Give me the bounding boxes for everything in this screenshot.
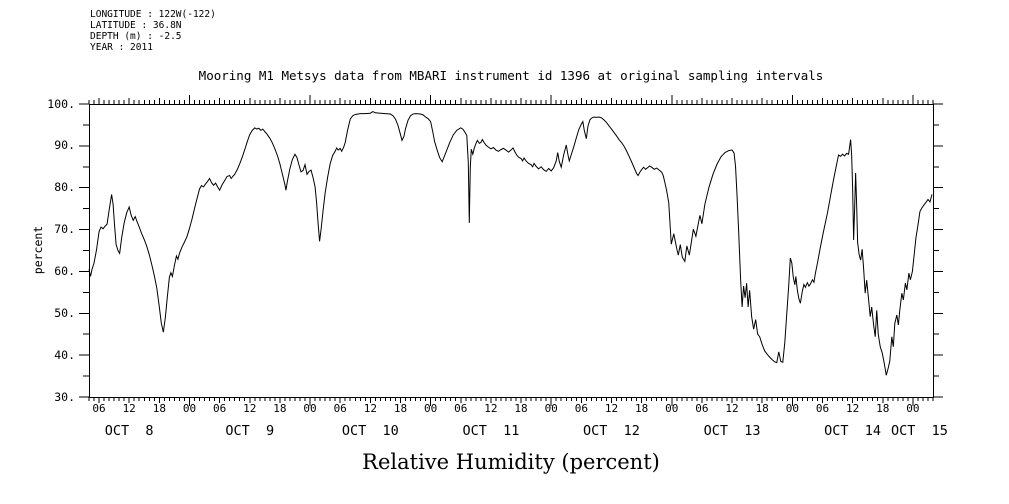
x-hour-label: 06: [574, 402, 588, 415]
meta-longitude: LONGITUDE : 122W(-122): [90, 9, 216, 20]
x-date-label: OCT 14: [824, 423, 882, 439]
y-tick-label: 90.: [54, 138, 75, 153]
x-date-label: OCT 13: [703, 423, 761, 439]
chart-title: Mooring M1 Metsys data from MBARI instru…: [198, 68, 824, 83]
meta-year: YEAR : 2011: [90, 42, 153, 53]
x-hour-label: 12: [363, 402, 377, 415]
y-tick-label: 80.: [54, 180, 75, 195]
y-tick-label: 40.: [54, 347, 75, 362]
x-date-label: OCT 12: [583, 423, 640, 439]
plot-border: [89, 104, 934, 398]
x-hour-label: 06: [212, 402, 227, 415]
x-date-label: OCT 11: [462, 423, 520, 439]
x-hour-label: 12: [484, 402, 498, 415]
x-hour-label: 18: [514, 402, 528, 415]
y-tick-label: 50.: [54, 305, 75, 320]
meta-latitude: LATITUDE : 36.8N: [90, 20, 182, 31]
x-hour-label: 12: [243, 402, 257, 415]
x-hour-label: 18: [876, 402, 890, 415]
x-hour-label: 12: [725, 402, 739, 415]
x-hour-label: 06: [815, 402, 830, 415]
x-hour-label: 12: [122, 402, 136, 415]
meta-depth: DEPTH (m) : -2.5: [90, 31, 182, 42]
x-date-label: OCT 10: [341, 423, 399, 439]
x-hour-label: 18: [273, 402, 287, 415]
x-hour-label: 00: [303, 402, 317, 415]
axis-ticks: [79, 95, 943, 406]
x-hour-label: 06: [454, 402, 468, 415]
x-date-label: OCT 15: [890, 423, 948, 439]
x-hour-label: 18: [393, 402, 408, 415]
x-hour-label: 00: [665, 402, 679, 415]
x-hour-label: 00: [544, 402, 558, 415]
x-hour-label: 12: [845, 402, 860, 415]
x-hour-label: 18: [634, 402, 649, 415]
y-tick-label: 60.: [54, 263, 75, 278]
x-hour-label: 12: [604, 402, 619, 415]
x-hour-label: 18: [152, 402, 166, 415]
x-hour-label: 00: [423, 402, 438, 415]
x-hour-label: 00: [785, 402, 799, 415]
y-tick-label: 30.: [54, 389, 75, 404]
x-hour-label: 06: [333, 402, 347, 415]
y-tick-label: 70.: [54, 222, 75, 237]
x-axis-title: Relative Humidity (percent): [362, 450, 660, 474]
x-hour-label: 00: [182, 402, 197, 415]
x-date-label: OCT 8: [104, 423, 154, 439]
x-hour-label: 06: [695, 402, 709, 415]
x-hour-label: 18: [755, 402, 769, 415]
humidity-line: [88, 110, 933, 376]
x-hour-label: 06: [92, 402, 106, 415]
x-date-label: OCT 9: [225, 423, 275, 439]
y-tick-label: 100.: [47, 96, 75, 111]
x-hour-label: 00: [906, 402, 920, 415]
